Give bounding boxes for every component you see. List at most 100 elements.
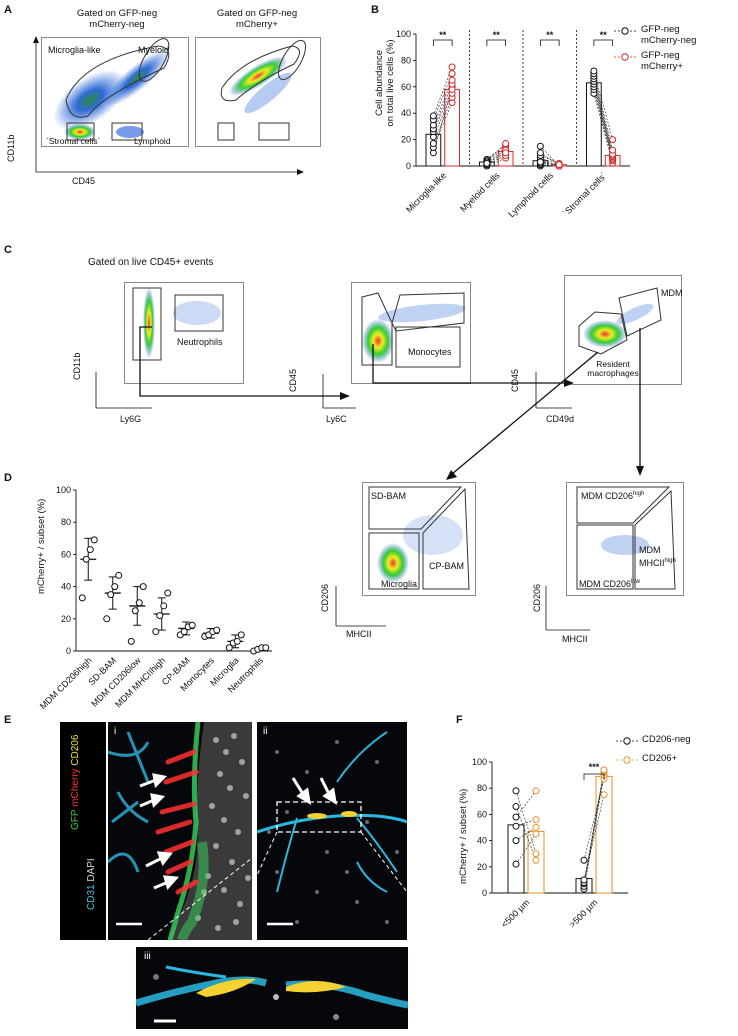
chart-b-ytick-label: 20 [401, 135, 411, 145]
chart-b-point [448, 70, 456, 78]
gate-label-myeloid: Myeloid [138, 45, 170, 55]
chart-b-point [609, 146, 617, 154]
chart-d-point [237, 631, 245, 639]
gate-label-mdm-high: MDM CD206high [581, 491, 644, 501]
chart-f-point [512, 813, 520, 821]
chart-f-pair-line [583, 769, 605, 883]
chart-b-pair-line [593, 86, 613, 160]
chart-f-pair-line [583, 778, 605, 861]
panel-d3-xlabel: MHCII [562, 634, 588, 644]
chart-b-sig-bracket [486, 39, 507, 46]
chart-d-point [233, 637, 241, 645]
flow-density-d2 [368, 486, 470, 590]
gate-label-lymphoid: Lymphoid [134, 136, 171, 146]
flow-density-c2 [361, 292, 466, 368]
chart-b-legend-marker-1 [621, 27, 629, 35]
flow-density-c1 [132, 287, 224, 361]
chart-d-point [90, 536, 98, 544]
chart-f-point [512, 787, 520, 795]
chart-f-point [600, 766, 608, 774]
chart-d-point [164, 589, 172, 597]
chart-d-point [139, 583, 147, 591]
gate-label-stromal: `Stromal cells` [46, 136, 101, 146]
panel-label-d: D [4, 472, 12, 484]
gate-label-cp-bam: CP-BAM [429, 561, 465, 571]
panel-f-legend-1: CD206-neg [642, 734, 691, 745]
gate-label-microglia-d: Microglia [381, 579, 418, 589]
chart-f-point [532, 816, 540, 824]
chart-f-point [532, 787, 540, 795]
gate-label-microglia: Microglia-like [48, 45, 101, 55]
micrograph-iii: iii [136, 947, 408, 1029]
micrograph-iii-art [136, 965, 408, 1023]
chart-b-ytick-label: 40 [401, 108, 411, 118]
gate-label-neutrophils: Neutrophils [177, 337, 223, 347]
chart-d-point [135, 599, 143, 607]
chart-b-legend-marker-2 [621, 53, 629, 61]
gate-label-sd-bam: SD-BAM [371, 491, 407, 501]
panel-f-legend-2: CD206+ [642, 753, 678, 764]
chart-b-point [448, 63, 456, 71]
chart-d-point [107, 591, 115, 599]
chart-f-point [532, 830, 540, 838]
flow-plot-d2: SD-BAM CP-BAM Microglia [362, 482, 476, 596]
chart-f-legend-marker-1 [623, 737, 631, 745]
chart-b-point [483, 159, 491, 167]
chart-b-point [429, 140, 437, 148]
chart-b-sig-bracket [593, 39, 614, 46]
chart-d-ytick-label: 100 [56, 485, 71, 495]
chart-f-ytick-label: 0 [482, 888, 487, 898]
chart-d-point [180, 628, 188, 636]
chart-b-pair-line [433, 80, 453, 126]
panel-a-axes [33, 36, 304, 175]
micrograph-ii: ii [257, 722, 407, 940]
chart-d-point [225, 644, 233, 652]
gate-label-resident: Resident macrophages [587, 359, 639, 378]
chart-d-point [103, 615, 111, 623]
chart-b-sig-label: ** [546, 30, 554, 40]
gate-label-mdm-low: MDM CD206low [579, 579, 640, 589]
chart-f-ytick-label: 80 [477, 783, 487, 793]
panel-label-b: B [371, 4, 379, 16]
chart-d-point [188, 621, 196, 629]
chart-d-point [127, 637, 135, 645]
chart-f-ytick-label: 20 [477, 862, 487, 872]
panel-c-title: Gated on live CD45+ events [88, 257, 214, 268]
flow-plot-c3: MDM Resident macrophages [564, 275, 683, 385]
flow-density-a-right [217, 39, 306, 141]
chart-f-ytick-label: 60 [477, 809, 487, 819]
stain-legend: GFP mCherry CD206 CD31 DAPI [60, 722, 106, 940]
chart-b-sig-bracket [432, 39, 453, 46]
chart-b-point [429, 112, 437, 120]
chart-b-pair-line [593, 78, 613, 156]
chart-d-point [82, 555, 90, 563]
chart-b-point [448, 76, 456, 84]
chart-b-ytick-label: 60 [401, 82, 411, 92]
chart-b-point [609, 136, 617, 144]
chart-b-point [590, 67, 598, 75]
chart-b-ytick-label: 80 [401, 55, 411, 65]
mdm-mhc-sup: high [664, 558, 676, 564]
chart-b-pair-line [593, 73, 613, 151]
chart-d-ytick-label: 80 [61, 517, 71, 527]
chart-d-point [78, 594, 86, 602]
chart-f-pair-line [583, 794, 605, 880]
panel-label-e: E [4, 714, 12, 726]
chart-b-pair-line [593, 84, 613, 159]
micrograph-i: i [108, 722, 252, 940]
panel-a-title-left: Gated on GFP-neg mCherry-neg [76, 8, 158, 30]
mdm-mhc-text: MDM MHCII [639, 545, 665, 568]
mdm-high-sup: high [633, 491, 645, 497]
chart-f-pair-line [515, 790, 537, 854]
panel-c-axes-and-arrows [95, 326, 644, 480]
chart-d-point [213, 626, 221, 634]
chart-b-point [555, 161, 563, 169]
panel-d-flow-axes [335, 586, 590, 631]
chart-d-point [160, 602, 168, 610]
chart-b-point [536, 158, 544, 166]
flow-density-c3 [578, 287, 662, 355]
chart-f-category-label: <500 µm [499, 897, 531, 929]
chart-b-pair-line [433, 73, 453, 120]
